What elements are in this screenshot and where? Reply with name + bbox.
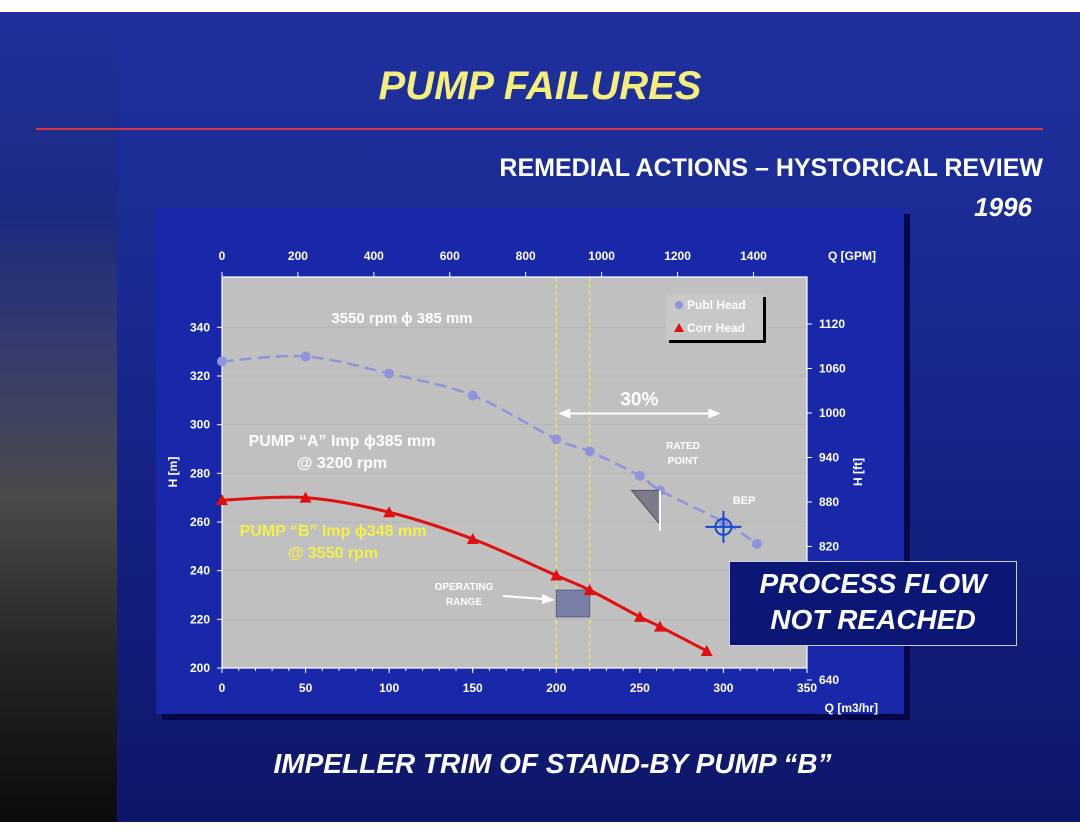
operating-range-arrow-head [542, 594, 555, 604]
y2-tick-label: 820 [819, 539, 839, 553]
legend: Publ Head Corr Head [666, 294, 766, 343]
title-rule [36, 128, 1043, 130]
legend-corr-head-marker [674, 323, 684, 332]
operating-range-label-line-1: OPERATING [435, 582, 494, 593]
publ-head-point [551, 434, 562, 445]
y-tick-label: 280 [190, 466, 210, 480]
span-arrow-head-right [708, 408, 721, 419]
process-flow-callout: PROCESS FLOW NOT REACHED [729, 561, 1017, 646]
x2-tick-label: 600 [440, 249, 460, 263]
publ-head-point [751, 538, 762, 549]
y2-tick-label: 880 [819, 495, 839, 509]
corr-head-point [466, 533, 479, 545]
chart-markers [216, 351, 762, 656]
span-percent-label: 30% [620, 390, 658, 411]
x-tick-label: 250 [630, 681, 650, 695]
corr-head-point [583, 584, 596, 596]
y-tick-label: 320 [190, 369, 210, 383]
y2-tick-label: 640 [819, 673, 839, 687]
x2-tick-label: 400 [364, 249, 384, 263]
y2-tick-label: 1000 [819, 406, 846, 420]
y-tick-label: 260 [190, 515, 210, 529]
x2-tick-label: 1400 [740, 249, 767, 263]
x2-tick-label: 200 [288, 249, 308, 263]
y2-tick-label: 1060 [819, 361, 846, 375]
corr-head-point [633, 610, 646, 622]
corr-head-point [550, 569, 563, 581]
x2-tick-label: 0 [219, 249, 226, 263]
y-tick-label: 220 [190, 612, 210, 626]
x-tick-label: 350 [797, 681, 817, 695]
operating-range-label-line-2: RANGE [446, 597, 482, 608]
corr-head-point [383, 506, 396, 518]
x-tick-label: 100 [379, 681, 399, 695]
x-tick-label: 150 [463, 681, 483, 695]
bep-label: BEP [733, 495, 756, 507]
x-tick-label: 300 [713, 681, 733, 695]
corr-head-point [299, 491, 312, 503]
pump-a-label-line-1: PUMP “A” Imp ϕ385 mm [249, 433, 436, 450]
corr-head-point [216, 494, 228, 506]
pump-a-label-line-2: @ 3200 rpm [297, 455, 387, 472]
rated-point-label-line-1: RATED [666, 441, 700, 452]
x-axis-label: Q [m3/hr] [825, 701, 878, 715]
left-gradient-bar [0, 12, 117, 822]
corr-head-line [221, 495, 708, 653]
callout-line-1: PROCESS FLOW [759, 568, 987, 599]
chart-annotations: 3550 rpm ϕ 385 mm PUMP “A” Imp ϕ385 mm @ 3… [240, 310, 756, 608]
x2-axis-label: Q [GPM] [828, 249, 876, 263]
slide-title: PUMP FAILURES [378, 64, 702, 108]
span-arrow-head-left [558, 408, 571, 419]
publ-head-point [300, 351, 311, 362]
x-tick-label: 200 [546, 681, 566, 695]
publ-head-point [634, 470, 645, 481]
publ-head-point [384, 368, 395, 379]
y-tick-label: 240 [190, 564, 210, 578]
legend-publ-head-label: Publ Head [687, 298, 746, 312]
slide-year: 1996 [974, 192, 1032, 222]
corr-head-point [700, 644, 713, 656]
callout-line-2: NOT REACHED [770, 604, 976, 635]
y-axis-label: H [m] [166, 457, 180, 488]
y2-tick-label: 1120 [819, 317, 845, 331]
y2-tick-label: 940 [819, 450, 839, 464]
legend-corr-head-label: Corr Head [687, 321, 745, 335]
y-tick-label: 340 [190, 320, 210, 334]
publ-head-point [217, 356, 227, 367]
slide-subtitle: REMEDIAL ACTIONS – HYSTORICAL REVIEW [499, 154, 1043, 182]
pump-curve-chart: 0 50 100 150 200 250 300 350 200 220 240 260 280 300 3… [156, 208, 910, 720]
curve-a-label: 3550 rpm ϕ 385 mm [331, 310, 472, 327]
pump-b-label-line-2: @ 3550 rpm [288, 545, 378, 562]
y2-axis-label: H [ft] [851, 458, 865, 486]
plot-frame [221, 276, 808, 669]
corr-head-point [653, 620, 666, 632]
pump-b-label-line-1: PUMP “B” Imp ϕ348 mm [240, 523, 427, 540]
publ-head-point [584, 446, 595, 457]
x-tick-label: 50 [299, 681, 313, 695]
x-tick-label: 0 [219, 681, 226, 695]
x2-tick-label: 1000 [588, 249, 615, 263]
y-tick-label: 200 [190, 661, 210, 675]
slide: PUMP FAILURES REMEDIAL ACTIONS – HYSTORI… [0, 12, 1080, 822]
y-tick-label: 300 [190, 418, 210, 432]
x2-tick-label: 1200 [664, 249, 691, 263]
rated-point-label-line-2: POINT [668, 456, 699, 467]
publ-head-point [467, 390, 478, 401]
slide-footer: IMPELLER TRIM OF STAND-BY PUMP “B” [273, 748, 832, 779]
legend-publ-head-marker [675, 301, 683, 309]
legend-box [666, 294, 763, 340]
operating-range-arrow-shaft [502, 595, 545, 600]
x2-tick-label: 800 [516, 249, 536, 263]
